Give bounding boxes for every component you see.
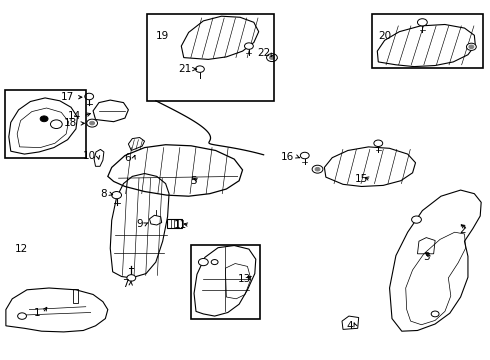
Text: 21: 21: [178, 64, 191, 74]
Text: 9: 9: [136, 219, 143, 229]
Text: 14: 14: [68, 111, 81, 121]
Circle shape: [466, 43, 476, 50]
Text: 7: 7: [122, 279, 128, 289]
Circle shape: [245, 43, 253, 49]
Circle shape: [127, 275, 136, 281]
Circle shape: [417, 19, 427, 26]
Circle shape: [300, 152, 309, 159]
Text: 15: 15: [355, 174, 368, 184]
Text: 4: 4: [346, 321, 353, 331]
Circle shape: [315, 167, 320, 171]
Text: 2: 2: [459, 225, 466, 235]
Circle shape: [18, 313, 26, 319]
Text: 12: 12: [15, 244, 28, 254]
Text: 19: 19: [156, 31, 169, 41]
Text: 22: 22: [257, 48, 270, 58]
Circle shape: [412, 216, 421, 223]
Circle shape: [90, 121, 95, 125]
Text: 5: 5: [190, 176, 197, 186]
Text: 6: 6: [124, 153, 131, 163]
Circle shape: [198, 258, 208, 266]
Bar: [147, 14, 274, 101]
Text: 10: 10: [82, 150, 96, 161]
Circle shape: [40, 116, 48, 122]
Circle shape: [196, 66, 204, 72]
Text: 3: 3: [423, 252, 430, 262]
Text: 13: 13: [238, 274, 251, 284]
Circle shape: [211, 260, 218, 265]
Circle shape: [312, 165, 323, 173]
Text: 17: 17: [61, 92, 74, 102]
Text: 18: 18: [64, 118, 77, 129]
Text: 8: 8: [100, 189, 107, 199]
Circle shape: [270, 56, 274, 59]
Text: 16: 16: [281, 152, 294, 162]
Circle shape: [87, 119, 98, 127]
Circle shape: [85, 93, 94, 100]
Circle shape: [50, 120, 62, 129]
Circle shape: [469, 45, 474, 49]
Circle shape: [112, 192, 122, 199]
Text: 20: 20: [378, 31, 391, 41]
Text: 1: 1: [33, 308, 40, 318]
Bar: [372, 14, 483, 68]
Text: 11: 11: [174, 220, 187, 230]
Circle shape: [431, 311, 439, 317]
Circle shape: [374, 140, 383, 147]
Bar: [191, 245, 260, 319]
Bar: [5, 90, 86, 158]
Circle shape: [267, 54, 277, 62]
